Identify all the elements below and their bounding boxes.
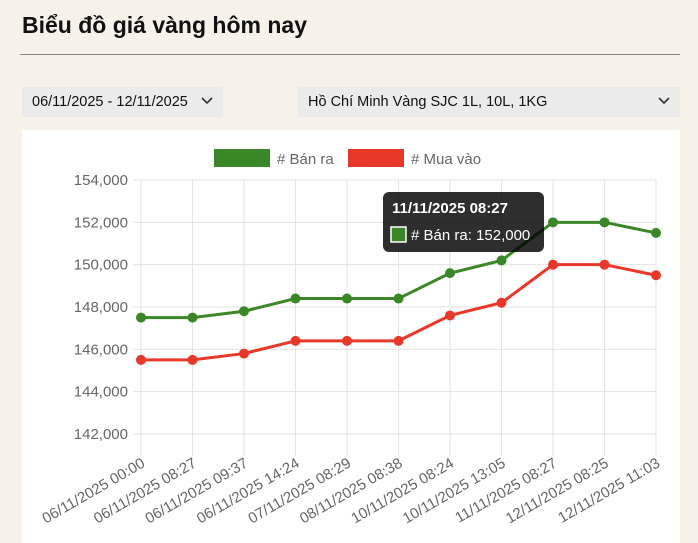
legend-label: # Bán ra [277, 151, 334, 168]
data-point [136, 312, 146, 323]
data-point [651, 270, 661, 281]
data-point [599, 259, 610, 270]
data-point [290, 293, 301, 304]
chart: 142,000 144,000 146,000 148,000 150,000 152,0… [39, 149, 663, 527]
y-tick-label: 144,000 [74, 384, 128, 401]
data-point [342, 293, 352, 304]
legend-label: # Mua vào [411, 151, 481, 168]
data-point [239, 348, 249, 359]
date-range-text: 06/11/2025 - 12/11/2025 [32, 94, 188, 110]
data-point [445, 268, 455, 279]
tooltip-text: # Bán ra: 152,000 [411, 227, 530, 244]
tooltip-box [383, 192, 544, 252]
legend-swatch [348, 149, 404, 167]
data-point [290, 335, 301, 346]
data-point [239, 306, 249, 317]
y-tick-label: 148,000 [74, 299, 128, 316]
y-tick-label: 154,000 [74, 172, 128, 189]
data-point [496, 255, 507, 266]
data-point [342, 335, 352, 346]
y-tick-label: 142,000 [74, 426, 128, 443]
data-point [651, 227, 661, 238]
chart-panel: 142,000 144,000 146,000 148,000 150,000 152,0… [22, 130, 680, 543]
page-title: Biểu đồ giá vàng hôm nay [22, 12, 307, 38]
data-point [136, 354, 146, 365]
tooltip: 11/11/2025 08:27 # Bán ra: 152,000 [383, 192, 544, 252]
chevron [201, 97, 213, 105]
tooltip-title: 11/11/2025 08:27 [392, 200, 508, 217]
chevron [658, 97, 670, 105]
data-point [187, 312, 198, 323]
data-point [187, 354, 198, 365]
y-tick-label: 152,000 [74, 214, 128, 231]
divider [20, 54, 680, 55]
product-select[interactable]: Hồ Chí Minh Vàng SJC 1L, 10L, 1KG [298, 87, 680, 117]
date-range-select[interactable]: 06/11/2025 - 12/11/2025 [22, 87, 223, 117]
tooltip-swatch [390, 226, 407, 243]
data-point [393, 335, 404, 346]
legend-swatch [214, 149, 270, 167]
product-text: Hồ Chí Minh Vàng SJC 1L, 10L, 1KG [308, 94, 548, 110]
data-point [548, 217, 558, 228]
data-point [548, 259, 558, 270]
y-tick-label: 150,000 [74, 257, 128, 274]
data-point [496, 297, 507, 308]
y-tick-label: 146,000 [74, 341, 128, 358]
data-point [393, 293, 404, 304]
data-point [599, 217, 610, 228]
data-point [445, 310, 455, 321]
